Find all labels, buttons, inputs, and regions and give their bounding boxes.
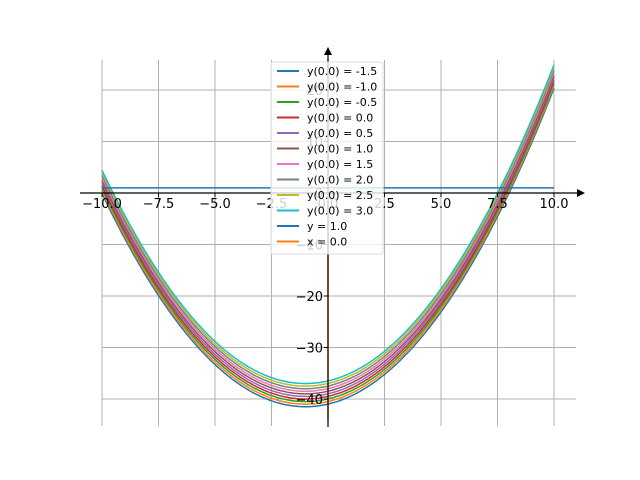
legend-label: y(0.0) = 3.0 [307, 205, 373, 218]
x-axis-arrow [577, 189, 585, 197]
legend-label: y(0.0) = 2.0 [307, 174, 373, 187]
y-tick-label: −30 [296, 342, 323, 357]
legend-box [270, 61, 384, 255]
x-tick-label: −7.5 [143, 197, 175, 212]
legend-label: y(0.0) = 2.5 [307, 189, 373, 202]
y-tick-label: −40 [296, 393, 323, 408]
x-tick-label: 10.0 [540, 197, 569, 212]
legend-label: y(0.0) = -1.5 [307, 65, 377, 78]
x-tick-label: 5.0 [431, 197, 452, 212]
y-axis-arrow [324, 47, 332, 55]
x-tick-label: −5.0 [199, 197, 231, 212]
y-tick-label: −20 [296, 290, 323, 305]
x-tick-label: −10.0 [82, 197, 122, 212]
legend-label: y(0.0) = -1.0 [307, 81, 377, 94]
legend-label: x = 0.0 [307, 236, 347, 249]
legend-label: y(0.0) = -0.5 [307, 96, 377, 109]
legend: y(0.0) = -1.5 y(0.0) = -1.0 y(0.0) = -0.5 y… [270, 61, 384, 255]
legend-label: y(0.0) = 0.5 [307, 127, 373, 140]
legend-label: y(0.0) = 0.0 [307, 112, 373, 125]
legend-label: y(0.0) = 1.0 [307, 143, 373, 156]
x-tick-label: 7.5 [487, 197, 508, 212]
legend-label: y = 1.0 [307, 220, 347, 233]
legend-label: y(0.0) = 1.5 [307, 158, 373, 171]
